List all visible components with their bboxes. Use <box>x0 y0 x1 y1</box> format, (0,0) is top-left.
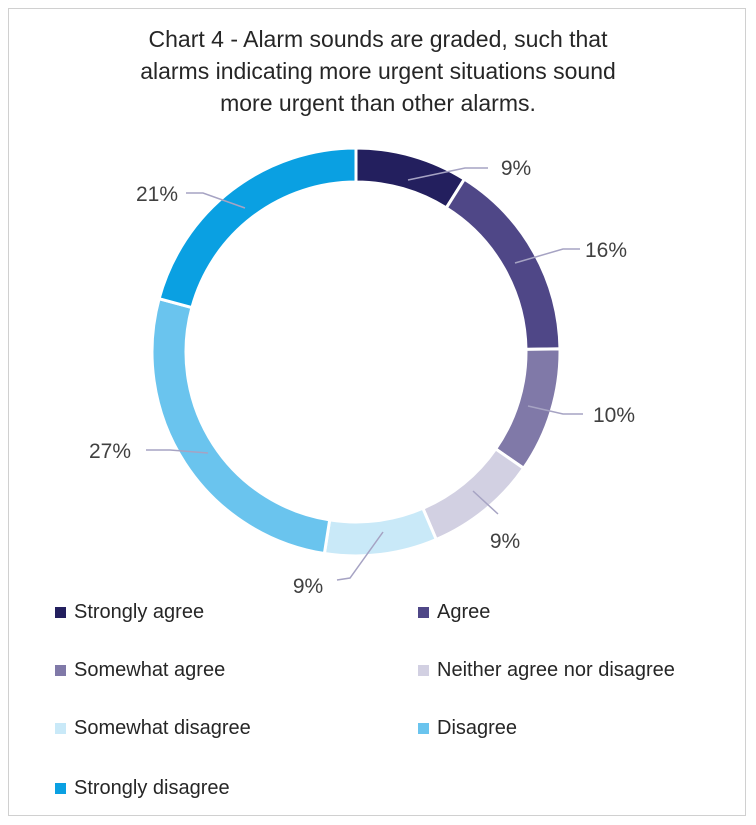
legend-swatch <box>418 607 429 618</box>
legend-swatch <box>55 783 66 794</box>
chart-title-line-2: alarms indicating more urgent situations… <box>140 58 616 84</box>
data-label-7: 21% <box>136 183 178 206</box>
legend-item-somewhat-disagree: Somewhat disagree <box>55 717 251 740</box>
data-label-1: 9% <box>501 157 531 180</box>
legend-label: Strongly disagree <box>74 777 230 799</box>
legend-swatch <box>55 607 66 618</box>
donut-slice-somewhat-agree <box>493 347 562 471</box>
legend-item-agree: Agree <box>418 601 490 624</box>
donut-slice-disagree <box>150 296 332 556</box>
legend-swatch <box>55 723 66 734</box>
legend-item-disagree: Disagree <box>418 717 517 740</box>
legend-label: Somewhat agree <box>74 659 226 681</box>
donut-slice-agree <box>444 177 562 351</box>
leader-line-7 <box>186 192 246 209</box>
data-label-4: 9% <box>490 530 520 553</box>
legend-item-somewhat-agree: Somewhat agree <box>55 659 225 682</box>
leader-line-5 <box>336 531 384 581</box>
legend-label: Disagree <box>437 717 518 739</box>
donut-slice-neither-agree-nor-disagree <box>420 446 526 542</box>
legend-label: Agree <box>437 601 491 623</box>
legend-item-strongly-disagree: Strongly disagree <box>55 777 230 800</box>
donut-slice-somewhat-disagree <box>322 506 439 558</box>
chart-frame: Chart 4 - Alarm sounds are graded, such … <box>8 8 746 816</box>
data-label-3: 10% <box>593 404 635 427</box>
leader-line-1 <box>407 167 488 181</box>
chart-title-line-3: more urgent than other alarms. <box>220 90 536 116</box>
legend-swatch <box>55 665 66 676</box>
legend-label: Strongly agree <box>74 601 205 623</box>
leader-line-2 <box>514 248 580 264</box>
chart-title-line-1: Chart 4 - Alarm sounds are graded, such … <box>148 26 608 52</box>
legend-item-strongly-agree: Strongly agree <box>55 601 204 624</box>
legend-item-neither-agree-nor-disagree: Neither agree nor disagree <box>418 659 675 682</box>
legend-label: Somewhat disagree <box>74 717 251 739</box>
chart-title: Chart 4 - Alarm sounds are graded, such … <box>9 23 747 119</box>
leader-line-6 <box>146 449 209 454</box>
donut-slice-strongly-disagree <box>157 146 358 310</box>
data-label-2: 16% <box>585 239 627 262</box>
legend-swatch <box>418 723 429 734</box>
data-label-5: 9% <box>293 575 323 598</box>
legend-swatch <box>418 665 429 676</box>
leader-line-3 <box>527 405 583 415</box>
legend-label: Neither agree nor disagree <box>437 659 675 681</box>
data-label-6: 27% <box>89 440 131 463</box>
leader-line-4 <box>472 490 499 515</box>
donut-slice-strongly-agree <box>354 146 467 211</box>
